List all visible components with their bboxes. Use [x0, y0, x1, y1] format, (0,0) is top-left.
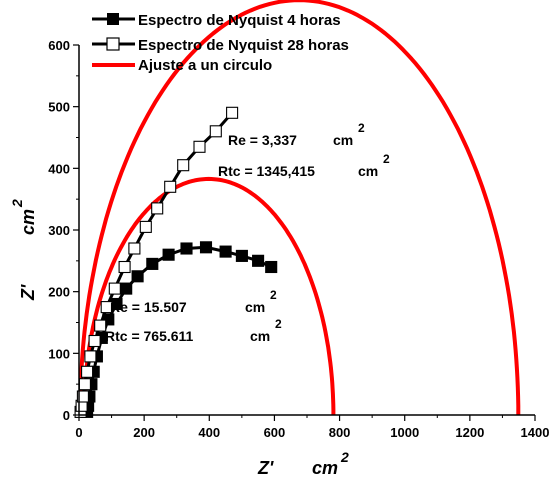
annotation-rtc-unit-4h: cm	[250, 328, 270, 344]
data-point-28h	[94, 319, 107, 332]
annotation-re-unit-4h: cm	[245, 299, 265, 315]
fit-curves	[78, 0, 521, 415]
y-tick-label: 300	[48, 223, 70, 238]
y-axis-unit-sup: 2	[9, 199, 25, 208]
data-point-4h	[120, 282, 133, 295]
annotation-re-28h: Re = 3,337	[228, 132, 297, 148]
data-point-4h	[235, 249, 248, 262]
annotation-re-unit-28h: cm	[333, 132, 353, 148]
data-point-28h	[81, 365, 94, 378]
fit-semicircle-1	[82, 176, 336, 415]
data-point-4h	[131, 270, 144, 283]
data-point-28h	[100, 301, 113, 314]
y-tick-label: 500	[48, 100, 70, 115]
data-point-4h	[252, 254, 265, 267]
data-point-28h	[226, 106, 239, 119]
annotation-re-sup-4h: 2	[270, 288, 277, 302]
data-point-28h	[209, 125, 222, 138]
data-point-28h	[78, 378, 91, 391]
fit-semicircle-0	[78, 0, 521, 415]
x-tick-label: 1200	[455, 425, 484, 440]
legend-marker-open-square	[106, 37, 120, 51]
data-point-28h	[128, 242, 141, 255]
x-axis-label: Z'	[257, 458, 274, 478]
annotation-re-sup-28h: 2	[358, 121, 365, 135]
legend-label-28h: Espectro de Nyquist 28 horas	[138, 37, 349, 54]
data-point-28h	[84, 350, 97, 363]
data-point-28h	[118, 260, 131, 274]
y-axis-title: Z' cm 2	[9, 199, 38, 301]
data-point-4h	[162, 248, 175, 261]
legend-label-4h: Espectro de Nyquist 4 horas	[138, 12, 341, 29]
y-axis-label: Z'	[18, 284, 38, 301]
data-point-28h	[76, 390, 89, 403]
y-tick-label: 0	[63, 408, 70, 423]
annotation-rtc-sup-28h: 2	[383, 152, 390, 166]
y-tick-label: 600	[48, 38, 70, 53]
y-tick-label: 400	[48, 161, 70, 176]
data-point-28h	[177, 159, 190, 172]
data-point-28h	[108, 282, 121, 295]
x-tick-label: 800	[329, 425, 351, 440]
data-markers	[74, 106, 278, 418]
data-point-4h	[180, 242, 193, 255]
data-point-4h	[219, 245, 232, 258]
legend-entry-28h: Espectro de Nyquist 28 horas	[92, 37, 349, 54]
annotation-re-4h: Re = 15.507	[110, 299, 187, 315]
annotation-4h: Re = 15.507 cm 2 Rtc = 765.611 cm 2	[105, 288, 282, 344]
data-point-4h	[146, 257, 159, 270]
y-axis-unit: cm	[18, 209, 38, 235]
annotation-rtc-unit-28h: cm	[358, 163, 378, 179]
data-point-28h	[88, 334, 101, 348]
data-point-28h	[151, 202, 164, 215]
annotation-rtc-sup-4h: 2	[275, 317, 282, 331]
data-point-28h	[164, 180, 177, 193]
axes: 0 200 400 600 800 1000 1200 1400 0 100 200 300 400 50…	[48, 38, 549, 440]
legend: Espectro de Nyquist 4 horas Espectro de …	[92, 12, 349, 74]
x-axis-unit: cm	[312, 458, 338, 478]
legend-entry-4h: Espectro de Nyquist 4 horas	[92, 12, 341, 29]
data-point-28h	[139, 220, 152, 233]
x-tick-label: 200	[133, 425, 155, 440]
annotation-rtc-28h: Rtc = 1345,415	[218, 163, 315, 179]
x-tick-label: 0	[75, 425, 82, 440]
data-point-28h	[193, 140, 206, 153]
data-point-4h	[102, 313, 115, 326]
x-tick-label: 400	[198, 425, 220, 440]
annotation-28h: Re = 3,337 cm 2 Rtc = 1345,415 cm 2	[218, 121, 390, 179]
x-tick-label: 1400	[521, 425, 550, 440]
data-point-4h	[199, 241, 213, 254]
y-tick-label: 100	[48, 346, 70, 361]
y-tick-label: 200	[48, 285, 70, 300]
x-tick-label: 1000	[390, 425, 419, 440]
x-axis-title: Z' cm 2	[257, 449, 349, 478]
legend-marker-filled-square	[107, 13, 119, 25]
legend-label-fit: Ajuste a un circulo	[138, 57, 272, 74]
data-point-4h	[265, 260, 278, 274]
x-tick-label: 600	[264, 425, 286, 440]
legend-entry-fit: Ajuste a un circulo	[92, 57, 272, 74]
annotation-rtc-4h: Rtc = 765.611	[105, 328, 194, 344]
x-axis-unit-sup: 2	[340, 449, 349, 465]
